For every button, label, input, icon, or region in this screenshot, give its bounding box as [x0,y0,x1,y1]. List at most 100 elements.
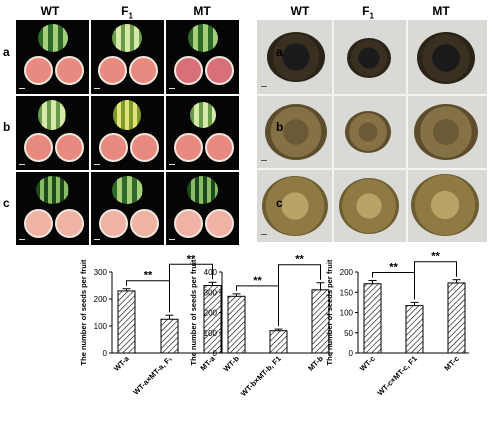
photo-f1-c [91,172,164,245]
y-tick-label: 0 [349,349,354,358]
fruit-half [205,209,234,238]
y-tick-label: 100 [94,322,108,331]
left-row-label-b: b [3,120,11,134]
fruit-half [55,56,84,85]
significance-label: ** [187,253,196,265]
left-col-header-wt: WT [40,4,60,18]
fruit-half [130,209,159,238]
whole-fruit [187,176,218,204]
y-tick-label: 200 [204,309,218,318]
fruit-half [174,133,203,162]
whole-fruit [113,100,141,130]
whole-fruit [112,24,142,52]
left-col-header-mt: MT [193,4,211,18]
seed-pile-f1-b [345,111,391,153]
y-tick-label: 300 [204,288,218,297]
x-category-label: WT-b×MT-b, F1 [239,354,283,398]
significance-bracket [169,263,213,313]
seed-pile-wt-c [262,176,328,236]
right-row-label-a: a [276,45,283,59]
fruit-half [98,56,127,85]
significance-bracket [278,264,321,327]
left-row-label-a: a [3,45,10,59]
seed-pile-wt-a [267,32,325,82]
right-col-header-f1: F1 [362,4,374,21]
y-tick-label: 0 [103,349,108,358]
whole-fruit [112,176,143,204]
bar [405,305,424,354]
bar [363,283,382,354]
bar [227,295,246,354]
y-axis-label: The number of seeds per fruit [189,259,198,365]
right-row-label-b: b [276,120,284,134]
fruit-half [55,209,84,238]
fruit-half [130,133,159,162]
significance-bracket [414,261,457,300]
x-category-label: WT-c×MT-c, F1 [376,354,419,397]
fruit-half [129,56,158,85]
fruit-half [24,133,53,162]
seed-pile-mt-b [414,104,478,160]
seed-pile-mt-c [411,174,479,236]
y-tick-label: 0 [213,349,218,358]
whole-fruit [190,102,216,128]
bar [117,290,136,354]
x-category-label: WT-b [222,354,242,374]
right-col-header-mt: MT [432,4,450,18]
fruit-half [174,209,203,238]
fruit-half [24,209,53,238]
significance-label: ** [144,270,153,282]
photo-wt-a [16,20,89,94]
seed-pile-mt-a [417,32,475,84]
photo-mt-a [166,20,239,94]
y-tick-label: 150 [340,288,354,297]
fruit-half [55,133,84,162]
bar [447,282,466,354]
significance-label: ** [253,275,262,287]
photo-mt-b [166,96,239,170]
x-category-label: MT-b [306,354,325,373]
whole-fruit [38,24,68,52]
fruit-half [205,56,234,85]
seed-pile-f1-c [339,178,399,234]
left-row-label-c: c [3,196,10,210]
significance-label: ** [295,254,304,266]
x-category-label: WT-a×MT-a, F₁ [131,354,174,397]
significance-label: ** [389,262,398,274]
photo-wt-c [16,172,89,245]
photo-f1-a [91,20,164,94]
bar [160,318,179,354]
photo-f1-b [91,96,164,170]
x-category-label: WT-a [112,353,132,373]
y-tick-label: 200 [94,295,108,304]
significance-label: ** [431,251,440,263]
y-tick-label: 100 [204,329,218,338]
x-category-label: MT-c [442,354,460,372]
y-axis-label: The number of seeds per fruit [79,259,88,365]
y-tick-label: 400 [204,268,218,277]
bar [269,330,288,354]
right-col-header-wt: WT [290,4,310,18]
y-tick-label: 100 [340,309,354,318]
seed-pile-f1-a [347,38,391,78]
fruit-half [205,133,234,162]
fruit-half [99,133,128,162]
seed-pile-wt-b [265,104,327,160]
seed-photo-background [257,20,487,242]
photo-wt-b [16,96,89,170]
whole-fruit [188,24,218,52]
y-tick-label: 50 [344,329,353,338]
x-category-label: WT-c [358,354,377,373]
photo-mt-c [166,172,239,245]
y-tick-label: 300 [94,268,108,277]
whole-fruit [38,100,66,130]
y-tick-label: 200 [340,268,354,277]
fruit-half [99,209,128,238]
fruit-half [24,56,53,85]
fruit-half [174,56,203,85]
right-row-label-c: c [276,196,283,210]
y-axis-label: The number of seeds per fruit [325,259,334,365]
whole-fruit [36,176,69,204]
left-col-header-f1: F1 [121,4,133,21]
